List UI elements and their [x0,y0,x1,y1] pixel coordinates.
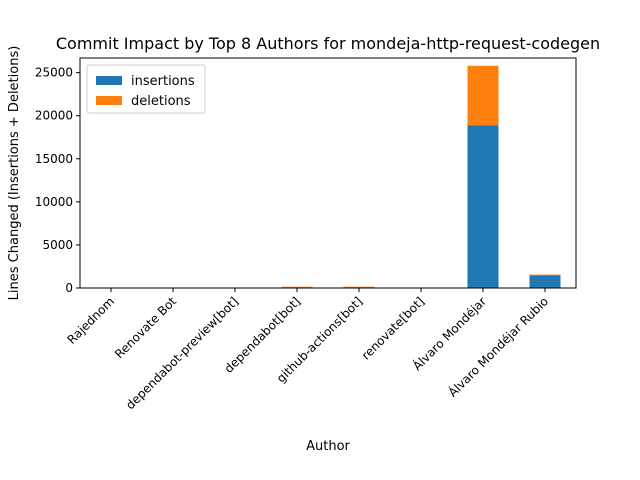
y-axis-label: Lines Changed (Insertions + Deletions) [7,46,22,301]
x-axis-label: Author [306,439,350,454]
legend-swatch-insertions [96,76,122,85]
y-tick-label: 15000 [35,152,73,166]
x-tick-label: dependabot-preview[bot] [123,294,241,412]
plot-frame [79,57,577,289]
legend-label-deletions: deletions [131,94,191,109]
legend: insertions deletions [86,64,206,114]
x-tick-label: renovate[bot] [359,294,427,362]
y-axis: 0 5000 10000 15000 20000 25000 [35,66,80,295]
bar-insertions [467,125,499,288]
bar-deletions [343,286,375,288]
bar-deletions [281,286,313,288]
bar-deletions [529,274,561,276]
y-tick-label: 0 [65,281,73,295]
bar-deletions [467,65,499,126]
y-tick-label: 10000 [35,195,73,209]
legend-label-insertions: insertions [131,74,195,89]
plot-area [79,57,577,289]
chart-title: Commit Impact by Top 8 Authors for monde… [56,34,600,53]
bar-insertions [529,275,561,288]
y-tick-label: 25000 [35,66,73,80]
legend-swatch-deletions [96,96,122,105]
y-tick-label: 5000 [42,238,73,252]
x-tick-label: Álvaro Mondéjar Rubio [445,294,551,400]
x-tick-label: Rajednom [65,294,118,347]
y-tick-label: 20000 [35,109,73,123]
x-tick-label: Renovate Bot [112,294,179,361]
